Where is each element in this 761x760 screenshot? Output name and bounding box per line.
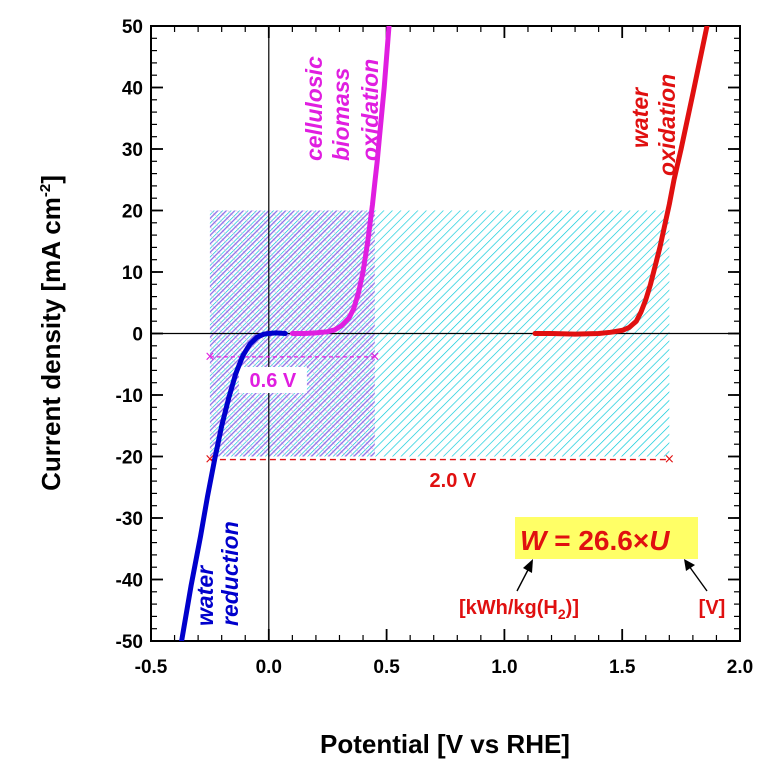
series-label-water-reduction-line-2: reduction	[217, 521, 243, 626]
y-tick-label: -50	[116, 632, 143, 653]
y-axis-title-superscript: -2	[37, 184, 54, 197]
series-label-water-oxidation-line-1: water	[627, 87, 653, 148]
voltage-gap-biomass-label: 0.6 V	[250, 370, 297, 392]
series-label-water-oxidation-line-2: oxidation	[654, 74, 680, 176]
y-tick-label: -20	[116, 448, 143, 469]
arrow-to-w-head	[523, 559, 533, 573]
series-line-water-reduction	[179, 330, 288, 641]
series-label-biomass-line-3: oxidation	[357, 59, 383, 161]
arrow-to-u-head	[684, 559, 695, 571]
x-tick-label: 0.5	[373, 657, 400, 678]
y-axis-title-main: Current density [mA cm	[36, 197, 66, 491]
formula-symbol-u: U	[649, 525, 670, 556]
y-axis-title: Current density [mA cm-2]	[36, 175, 66, 491]
formula-text: W = 26.6×U	[520, 525, 670, 556]
y-tick-label: -40	[116, 571, 143, 592]
unit-w-suffix: )]	[566, 597, 579, 619]
voltage-gap-biomass: × × 0.6 V	[204, 349, 380, 393]
x-tick-label: 0.0	[256, 657, 282, 678]
unit-w-subscript: 2	[558, 606, 566, 622]
formula-equals: = 26.6×	[546, 525, 649, 556]
series-label-water-reduction-line-1: water	[192, 565, 218, 626]
series-label-water-reduction-2: reduction	[217, 521, 243, 626]
y-tick-label: -10	[116, 386, 143, 407]
unit-w-prefix: [kWh/kg(H	[459, 597, 558, 619]
series-label-water-reduction-1: water	[192, 565, 218, 626]
voltage-gap-biomass-marker-right: ×	[369, 349, 380, 364]
x-tick-label: -0.5	[135, 657, 168, 678]
y-tick-label: 30	[122, 140, 143, 161]
series-label-biomass: cellulosic	[301, 56, 327, 161]
y-tick-label: -30	[116, 509, 143, 530]
voltage-gap-water-marker-right: ×	[664, 452, 675, 467]
axis-tick-labels: -0.5 0.0 0.5 1.0 1.5 2.0 50 40 30 20 10 0 -10 -20 -30 -…	[116, 17, 754, 678]
voltage-gap-water-label-bg	[416, 467, 489, 493]
x-tick-label: 1.0	[491, 657, 517, 678]
y-tick-label: 40	[122, 79, 143, 100]
arrow-to-u-line	[688, 565, 708, 592]
formula-annotation: W = 26.6×U [kWh/kg(H2)] [V]	[459, 517, 725, 622]
y-tick-label: 0	[132, 325, 143, 346]
formula-highlight	[515, 517, 698, 559]
y-tick-label: 50	[122, 17, 143, 38]
series-label-biomass-3: oxidation	[357, 59, 383, 161]
series-label-biomass-line-2: biomass	[328, 68, 354, 161]
unit-u-text: [V]	[699, 597, 726, 619]
formula-symbol-w: W	[520, 525, 549, 556]
voltage-gap-biomass-marker-left: ×	[204, 349, 215, 364]
voltage-gap-water-label: 2.0 V	[430, 470, 477, 492]
voltage-gap-water: × × 2.0 V	[204, 452, 675, 493]
voltage-gap-water-marker-left: ×	[204, 452, 215, 467]
axis-ticks	[150, 25, 741, 642]
voltage-gap-biomass-label-bg	[238, 367, 307, 393]
series-label-water-oxidation-2: oxidation	[654, 74, 680, 176]
unit-w-text: [kWh/kg(H2)]	[459, 597, 579, 622]
y-axis-title-end: ]	[36, 175, 66, 184]
series-label-water-oxidation-1: water	[627, 87, 653, 148]
x-tick-label: 1.5	[609, 657, 636, 678]
x-tick-label: 2.0	[727, 657, 753, 678]
y-tick-label: 20	[122, 202, 143, 223]
y-tick-label: 10	[122, 263, 143, 284]
x-axis-title: Potential [V vs RHE]	[320, 729, 570, 759]
series-line-cellulosic-biomass-oxidation	[289, 26, 392, 336]
curves	[179, 26, 710, 641]
series-label-biomass-line-1: cellulosic	[301, 56, 327, 161]
series-label-biomass-2: biomass	[328, 68, 354, 161]
series-line-water-oxidation	[532, 26, 710, 337]
